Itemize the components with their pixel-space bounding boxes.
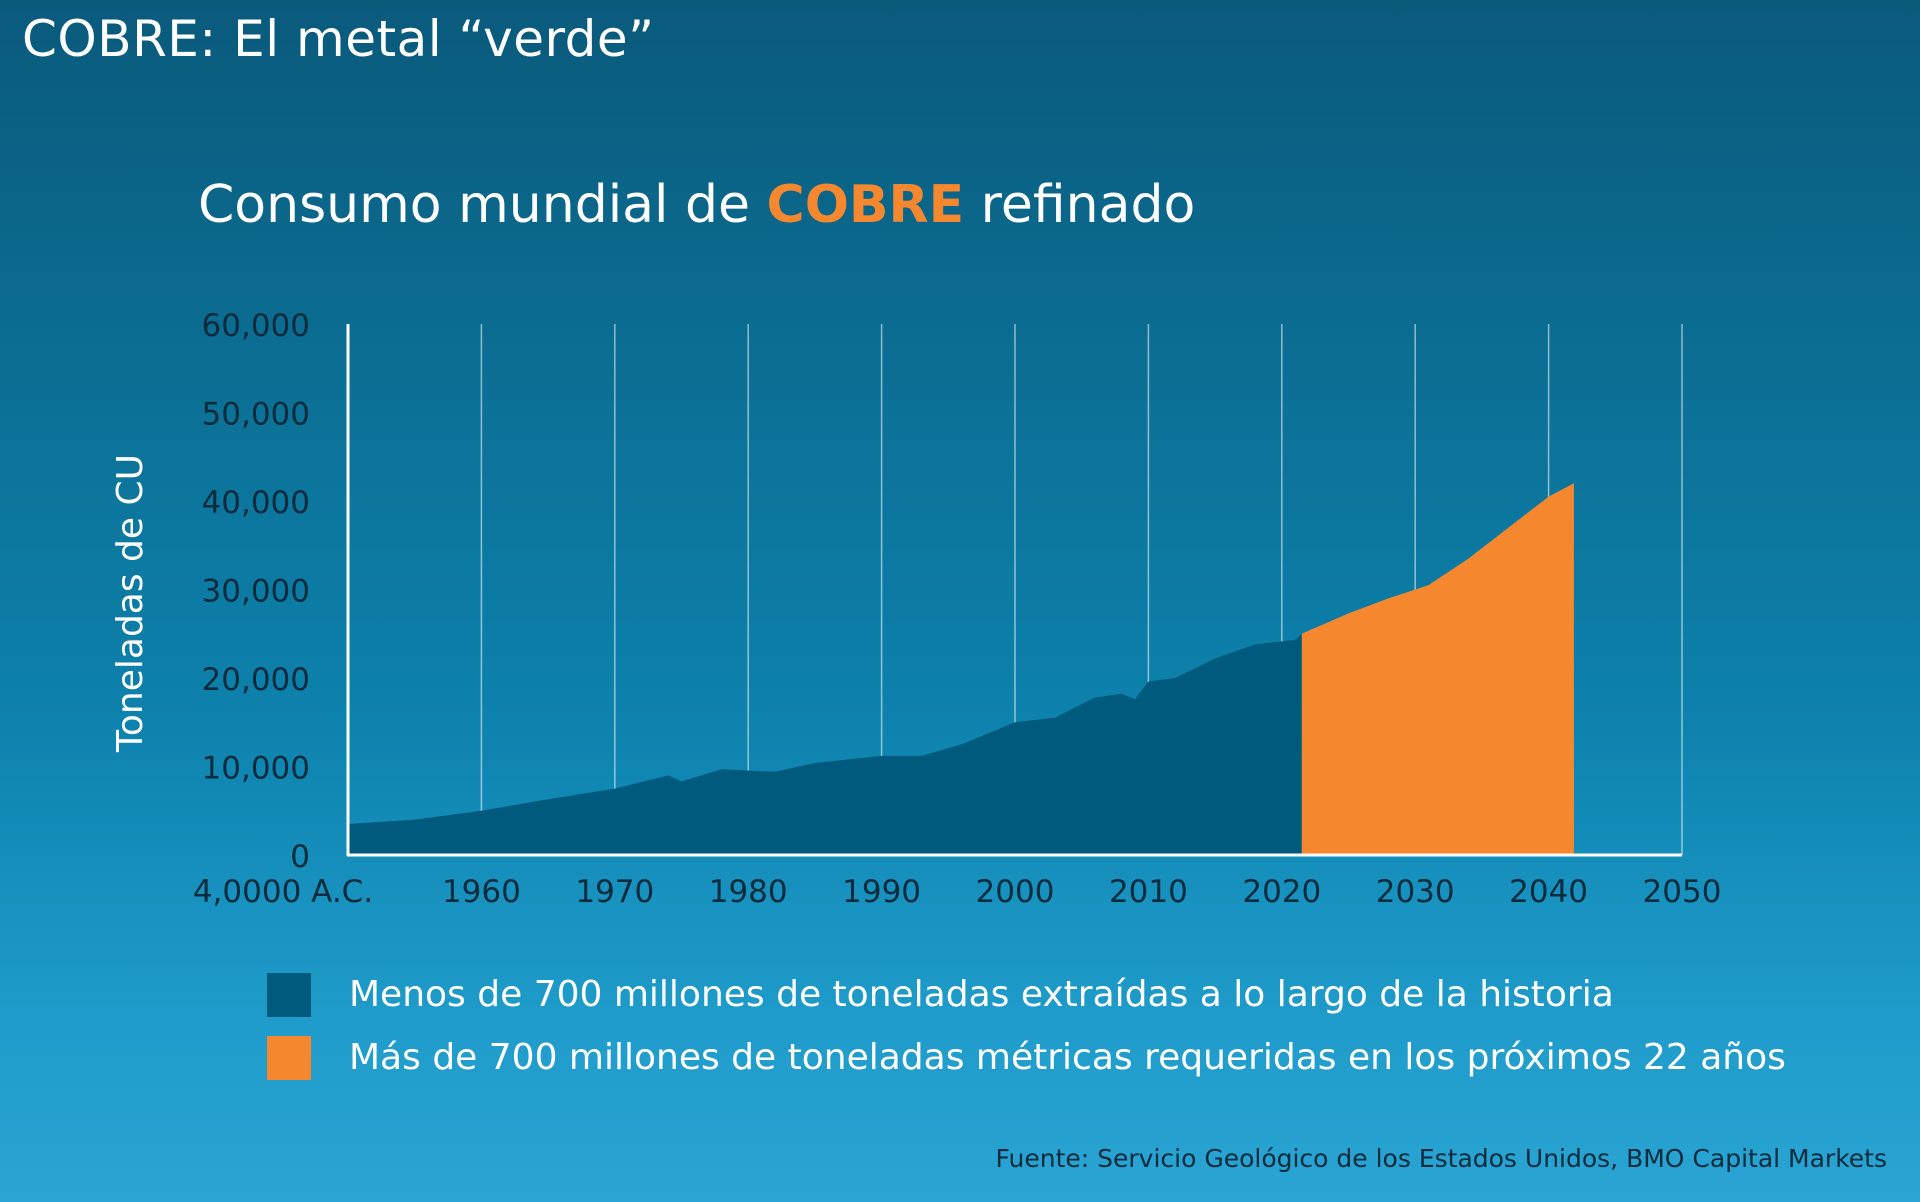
chart-title: Consumo mundial de COBRE refinado xyxy=(198,175,1195,235)
x-tick-label: 2030 xyxy=(1376,874,1455,910)
legend-item-projected: Más de 700 millones de toneladas métrica… xyxy=(267,1026,1786,1089)
legend-swatch-historical xyxy=(267,972,311,1017)
chart-title-prefix: Consumo mundial de xyxy=(198,175,767,235)
y-tick-label: 60,000 xyxy=(202,308,310,344)
x-tick-label: 4,0000 A.C. xyxy=(193,874,373,910)
y-tick-label: 40,000 xyxy=(202,485,310,521)
legend-label-projected: Más de 700 millones de toneladas métrica… xyxy=(349,1037,1786,1078)
header-title: COBRE: El metal “verde” xyxy=(22,10,655,68)
chart-title-suffix: refinado xyxy=(964,175,1196,235)
area-historical xyxy=(348,633,1302,855)
x-tick-label: 2050 xyxy=(1643,874,1722,910)
area-projected xyxy=(1301,483,1574,855)
x-tick-label: 2000 xyxy=(976,874,1055,910)
source-note: Fuente: Servicio Geológico de los Estado… xyxy=(995,1144,1887,1173)
legend-label-historical: Menos de 700 millones de toneladas extra… xyxy=(349,974,1614,1015)
x-tick-label: 1970 xyxy=(575,874,654,910)
legend-swatch-projected xyxy=(267,1035,311,1080)
y-tick-label: 20,000 xyxy=(202,662,310,698)
y-tick-label: 30,000 xyxy=(202,574,310,610)
x-tick-label: 2020 xyxy=(1242,874,1321,910)
x-tick-label: 2040 xyxy=(1509,874,1588,910)
x-tick-label: 1960 xyxy=(442,874,521,910)
x-tick-label: 1980 xyxy=(709,874,788,910)
y-tick-label: 50,000 xyxy=(202,397,310,433)
x-tick-label: 1990 xyxy=(842,874,921,910)
legend: Menos de 700 millones de toneladas extra… xyxy=(267,963,1786,1089)
y-tick-label: 0 xyxy=(290,839,310,875)
y-axis-title: Toneladas de CU xyxy=(110,454,151,753)
chart-title-highlight: COBRE xyxy=(766,175,965,235)
legend-item-historical: Menos de 700 millones de toneladas extra… xyxy=(267,963,1786,1026)
x-tick-label: 2010 xyxy=(1109,874,1188,910)
y-tick-label: 10,000 xyxy=(202,751,310,787)
